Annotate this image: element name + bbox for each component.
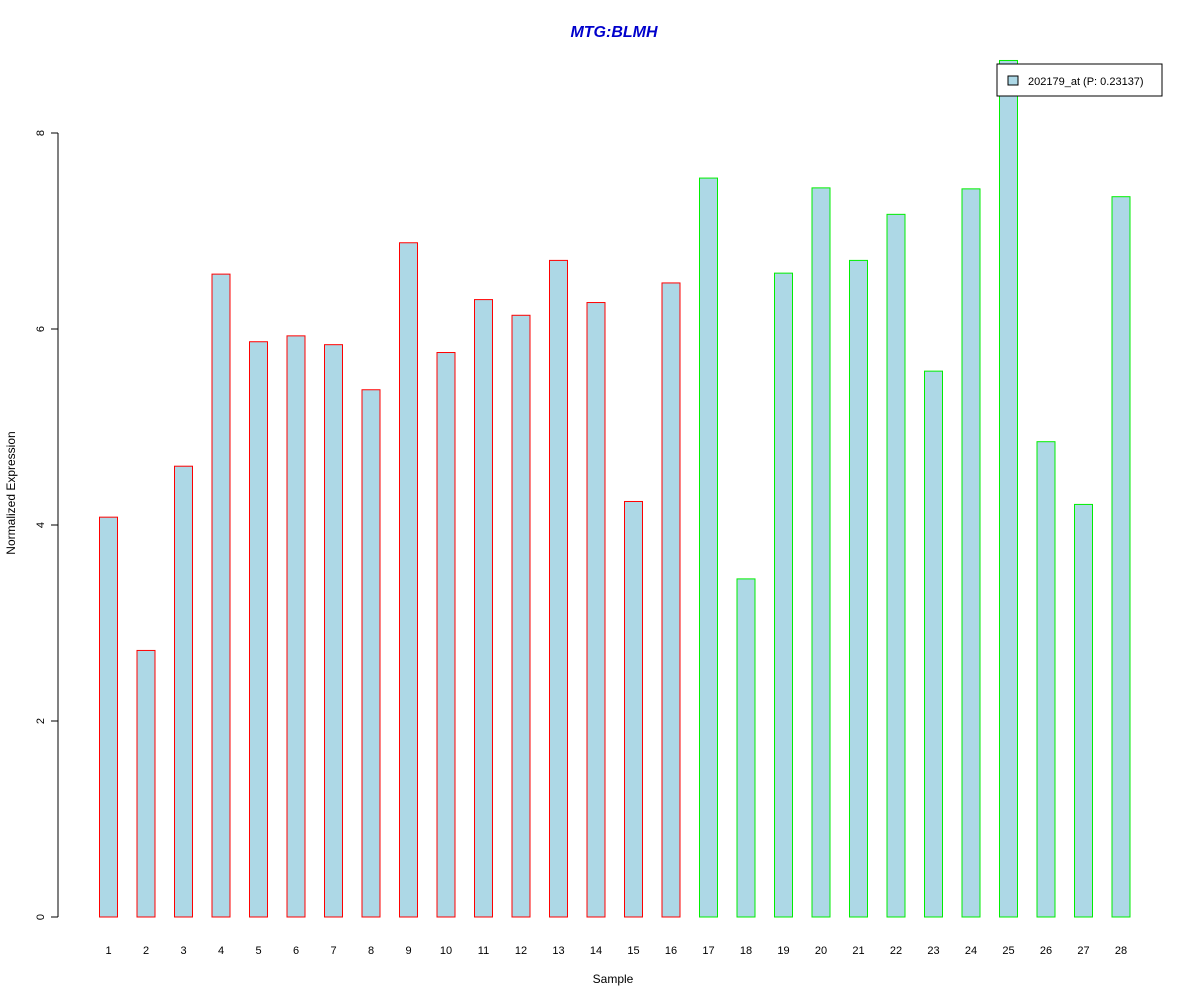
x-tick-label: 23 bbox=[927, 945, 939, 957]
bar-sample-3 bbox=[174, 465, 193, 918]
x-tick-label: 28 bbox=[1115, 945, 1127, 957]
y-tick-label: 4 bbox=[35, 522, 47, 528]
bar-sample-17 bbox=[699, 177, 718, 918]
x-tick-label: 15 bbox=[627, 945, 639, 957]
x-tick-label: 4 bbox=[218, 945, 224, 957]
bar-sample-11 bbox=[474, 299, 493, 918]
bar-sample-23 bbox=[924, 370, 943, 918]
bar-sample-14 bbox=[586, 302, 606, 918]
x-tick-label: 10 bbox=[440, 945, 452, 957]
bar-sample-12 bbox=[511, 314, 531, 918]
bar-sample-20 bbox=[811, 187, 831, 918]
x-tick-label: 1 bbox=[105, 945, 111, 957]
x-tick-label: 8 bbox=[368, 945, 374, 957]
x-tick-label: 22 bbox=[890, 945, 902, 957]
bar-sample-18 bbox=[736, 578, 756, 918]
bar-sample-28 bbox=[1111, 196, 1131, 918]
x-tick-label: 24 bbox=[965, 945, 977, 957]
bar-sample-1 bbox=[99, 516, 118, 918]
x-tick-label: 18 bbox=[740, 945, 752, 957]
x-tick-label: 16 bbox=[665, 945, 677, 957]
legend-label: 202179_at (P: 0.23137) bbox=[1028, 76, 1144, 88]
bar-sample-21 bbox=[849, 259, 868, 918]
chart-title: MTG:BLMH bbox=[570, 24, 658, 41]
legend: 202179_at (P: 0.23137) bbox=[996, 63, 1163, 97]
bar-sample-8 bbox=[361, 389, 381, 918]
bar-sample-10 bbox=[436, 352, 456, 918]
x-tick-label: 26 bbox=[1040, 945, 1052, 957]
x-tick-label: 21 bbox=[852, 945, 864, 957]
x-tick-labels: 1 2 3 4 5 6 7 8 9 10 11 12 13 14 15 16 17 18 19 20 21 22 23 24 2… bbox=[105, 945, 1127, 957]
x-tick-label: 2 bbox=[143, 945, 149, 957]
x-tick-label: 11 bbox=[478, 945, 489, 957]
bar-sample-5 bbox=[249, 341, 268, 918]
bar-sample-22 bbox=[886, 213, 906, 918]
y-axis-label: Normalized Expression bbox=[4, 431, 18, 554]
x-tick-label: 20 bbox=[815, 945, 827, 957]
x-tick-label: 17 bbox=[702, 945, 714, 957]
bar-sample-4 bbox=[211, 273, 231, 918]
bar-sample-15 bbox=[624, 500, 643, 918]
y-tick-label: 6 bbox=[35, 326, 47, 332]
legend-swatch bbox=[1007, 75, 1019, 86]
x-tick-label: 27 bbox=[1077, 945, 1089, 957]
y-tick-label: 2 bbox=[35, 718, 47, 724]
bar-sample-16 bbox=[661, 282, 681, 918]
x-tick-label: 12 bbox=[515, 945, 527, 957]
y-tick-label: 0 bbox=[35, 914, 47, 920]
x-tick-label: 9 bbox=[405, 945, 411, 957]
bar-sample-6 bbox=[286, 335, 306, 918]
bar-sample-7 bbox=[324, 344, 343, 918]
bar-sample-19 bbox=[774, 272, 793, 918]
y-tick-label: 8 bbox=[35, 130, 47, 136]
bar-sample-9 bbox=[399, 242, 418, 918]
bars-group bbox=[99, 59, 1131, 918]
bar-sample-13 bbox=[549, 259, 568, 918]
legend-box bbox=[996, 63, 1163, 97]
x-tick-label: 19 bbox=[777, 945, 789, 957]
y-axis: 0 2 4 6 8 bbox=[35, 130, 59, 920]
bar-sample-24 bbox=[961, 188, 981, 918]
bar-sample-27 bbox=[1074, 503, 1093, 918]
bar-sample-25 bbox=[999, 59, 1018, 918]
x-tick-label: 25 bbox=[1002, 945, 1014, 957]
bar-sample-26 bbox=[1036, 441, 1056, 918]
bar-sample-2 bbox=[136, 649, 156, 918]
x-tick-label: 3 bbox=[180, 945, 186, 957]
x-tick-label: 13 bbox=[552, 945, 564, 957]
x-tick-label: 7 bbox=[330, 945, 336, 957]
x-tick-label: 5 bbox=[255, 945, 261, 957]
x-tick-label: 14 bbox=[590, 945, 602, 957]
x-axis-label: Sample bbox=[593, 972, 634, 986]
x-tick-label: 6 bbox=[293, 945, 299, 957]
